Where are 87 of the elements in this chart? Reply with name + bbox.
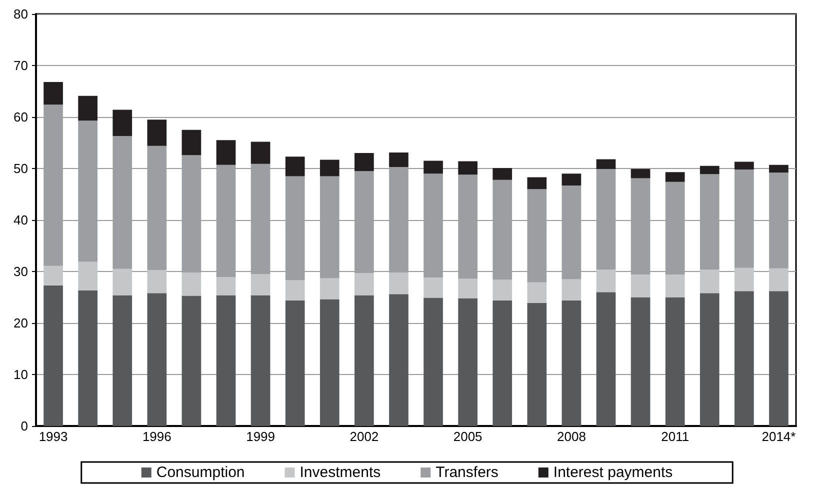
bar [562, 174, 582, 186]
bar [596, 292, 616, 426]
bar [630, 297, 650, 426]
bar [112, 295, 132, 426]
bar [216, 295, 236, 426]
bar [112, 268, 132, 296]
bar [700, 166, 720, 174]
x-tick-label: 1993 [38, 429, 68, 444]
bar [182, 296, 202, 426]
x-tick-label: 1996 [142, 429, 172, 444]
bar [78, 290, 98, 426]
y-tick-label: 0 [20, 418, 28, 434]
legend-label: Consumption [156, 464, 245, 481]
bar [320, 299, 340, 426]
legend-label: Transfers [436, 464, 498, 481]
y-tick-label: 30 [14, 264, 28, 279]
x-tick-label: 1999 [246, 429, 276, 444]
legend-label: Investments [300, 464, 381, 481]
bar [769, 268, 788, 292]
x-tick-label: 2005 [453, 429, 482, 444]
bar [458, 298, 478, 426]
bar [769, 291, 788, 426]
bar [424, 160, 443, 174]
bar [492, 168, 512, 180]
bar [665, 297, 685, 426]
bar [112, 110, 132, 136]
legend-label: Interest payments [553, 464, 673, 481]
bar [769, 164, 788, 173]
bar [320, 160, 340, 176]
y-tick-label: 50 [14, 161, 28, 176]
bar [250, 274, 270, 296]
bar [596, 159, 616, 170]
bar [78, 262, 98, 291]
x-tick-label: 2011 [661, 429, 690, 444]
bar [182, 272, 202, 296]
bar [285, 156, 305, 176]
bar [354, 295, 374, 426]
bar [147, 270, 167, 294]
y-tick-label: 60 [14, 110, 28, 124]
y-tick-label: 80 [14, 6, 28, 22]
bar [458, 161, 478, 175]
bar [147, 120, 167, 146]
bar [665, 172, 685, 182]
bar [389, 152, 408, 167]
bar [44, 266, 63, 286]
bar [250, 142, 270, 164]
bar [527, 282, 547, 303]
bar [389, 294, 408, 426]
bar [734, 268, 754, 292]
bar [700, 293, 720, 426]
bar [492, 300, 512, 426]
bar [182, 130, 202, 156]
bar [630, 274, 650, 298]
bar [665, 274, 685, 298]
bar [424, 298, 443, 426]
bar [527, 302, 547, 426]
bar [320, 278, 340, 300]
y-tick-label: 10 [14, 367, 28, 382]
x-tick-label: 2008 [556, 429, 586, 444]
bar [734, 291, 754, 426]
y-tick-label: 70 [14, 58, 28, 73]
bar [354, 273, 374, 296]
bar [44, 285, 63, 426]
bar [389, 272, 408, 294]
bar [492, 280, 512, 300]
bar [630, 169, 650, 178]
bar [354, 153, 374, 172]
y-tick-label: 20 [14, 316, 28, 330]
y-tick-label: 40 [14, 212, 28, 228]
bar [147, 293, 167, 426]
bar [700, 269, 720, 294]
bar [78, 96, 98, 121]
bar [285, 300, 305, 426]
bar [458, 278, 478, 298]
bar [216, 277, 236, 296]
bar [734, 162, 754, 170]
bar [44, 82, 63, 105]
x-tick-label: 2014* [762, 429, 796, 444]
x-tick-label: 2002 [350, 429, 379, 444]
bar [216, 140, 236, 165]
bar [250, 295, 270, 426]
bar [527, 177, 547, 190]
bar [424, 278, 443, 298]
bar [562, 300, 582, 426]
bar [285, 280, 305, 300]
bar [596, 269, 616, 292]
bar [562, 279, 582, 300]
